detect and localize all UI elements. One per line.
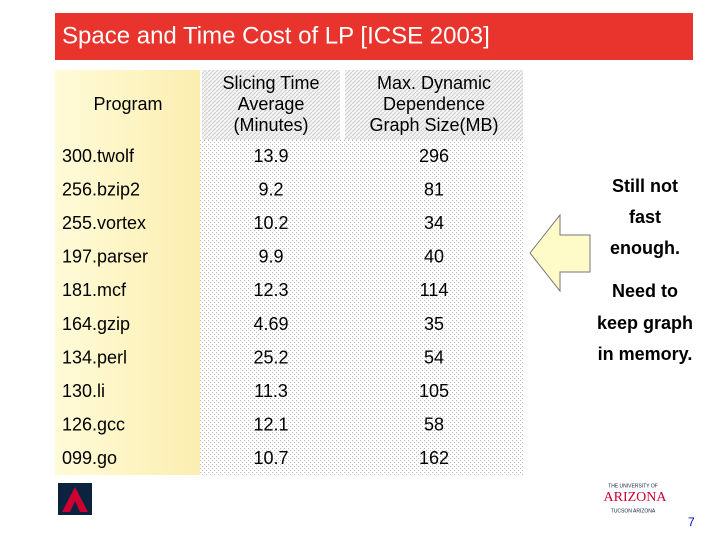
table-cell: 10.2 bbox=[253, 213, 288, 233]
table-cell: 81 bbox=[424, 179, 444, 199]
table-cell: 114 bbox=[420, 280, 449, 300]
program-name: 126.gcc bbox=[62, 415, 125, 435]
program-name: 130.li bbox=[62, 381, 105, 401]
callout: Still not fast enough. Need to keep graph in … bbox=[597, 176, 693, 364]
table-cell: 12.3 bbox=[253, 280, 288, 300]
logo-text: THE UNIVERSITY OF bbox=[608, 483, 658, 489]
callout-text: Still not bbox=[612, 176, 678, 196]
column-header: Slicing Time bbox=[222, 73, 319, 93]
table-cell: 10.7 bbox=[253, 448, 288, 468]
table-cell: 9.9 bbox=[258, 247, 283, 267]
table-cell: 40 bbox=[424, 247, 444, 267]
table-cell: 11.3 bbox=[254, 381, 288, 401]
header-cell bbox=[345, 70, 523, 140]
page-number: 7 bbox=[688, 515, 695, 529]
program-name: 197.parser bbox=[62, 247, 148, 267]
table-cell: 296 bbox=[419, 146, 449, 166]
callout-text: Need to bbox=[612, 281, 678, 301]
program-name: 134.perl bbox=[62, 347, 127, 367]
program-name: 164.gzip bbox=[62, 314, 130, 334]
table-cell: 58 bbox=[424, 415, 444, 435]
logo-text: ARIZONA bbox=[604, 490, 668, 505]
table-cell: 12.1 bbox=[253, 415, 288, 435]
table-cell: 34 bbox=[424, 213, 444, 233]
title-bar bbox=[55, 13, 693, 60]
logo-right: THE UNIVERSITY OF ARIZONA TUCSON ARIZONA bbox=[604, 483, 668, 514]
program-name: 181.mcf bbox=[62, 280, 127, 300]
column-header: Program bbox=[93, 94, 162, 114]
logo-text: TUCSON ARIZONA bbox=[611, 508, 656, 514]
column-header: Average bbox=[238, 94, 305, 114]
program-column bbox=[55, 70, 200, 475]
table-cell: 25.2 bbox=[253, 347, 288, 367]
callout-text: enough. bbox=[610, 238, 680, 258]
table-cell: 4.69 bbox=[253, 314, 288, 334]
logo-left bbox=[58, 483, 92, 515]
data-area bbox=[200, 140, 523, 475]
table-cell: 105 bbox=[419, 381, 449, 401]
table-cell: 13.9 bbox=[253, 146, 288, 166]
program-name: 255.vortex bbox=[62, 213, 146, 233]
callout-text: keep graph bbox=[597, 313, 693, 333]
column-header: Graph Size(MB) bbox=[369, 115, 498, 135]
program-name: 099.go bbox=[62, 448, 117, 468]
table-cell: 9.2 bbox=[258, 179, 283, 199]
callout-arrow bbox=[529, 213, 591, 293]
header-cell bbox=[202, 70, 340, 140]
column-header: Max. Dynamic bbox=[377, 73, 491, 93]
program-name: 256.bzip2 bbox=[62, 179, 140, 199]
table-cell: 54 bbox=[424, 347, 444, 367]
callout-text: in memory. bbox=[598, 344, 693, 364]
column-header: (Minutes) bbox=[233, 115, 308, 135]
slide-title: Space and Time Cost of LP [ICSE 2003] bbox=[62, 22, 490, 49]
callout-text: fast bbox=[629, 207, 661, 227]
column-header: Dependence bbox=[383, 94, 485, 114]
program-name: 300.twolf bbox=[62, 146, 135, 166]
table-cell: 162 bbox=[419, 448, 449, 468]
table-cell: 35 bbox=[424, 314, 444, 334]
